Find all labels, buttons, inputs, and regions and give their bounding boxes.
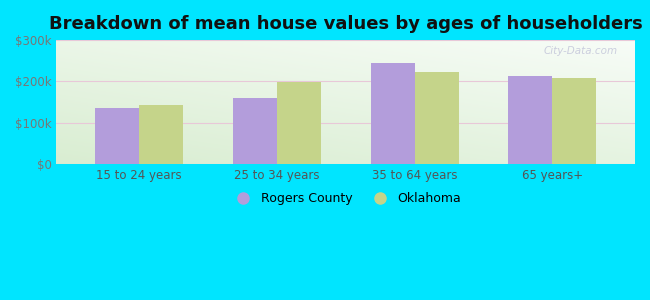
Bar [415, 72, 459, 164]
Bar [277, 82, 321, 164]
Bar [95, 108, 139, 164]
Bar [139, 105, 183, 164]
Bar [508, 76, 552, 164]
Bar [233, 98, 277, 164]
Title: Breakdown of mean house values by ages of householders: Breakdown of mean house values by ages o… [49, 15, 643, 33]
Text: City-Data.com: City-Data.com [543, 46, 618, 56]
Bar [552, 78, 597, 164]
Bar [370, 63, 415, 164]
Legend: Rogers County, Oklahoma: Rogers County, Oklahoma [226, 187, 466, 210]
